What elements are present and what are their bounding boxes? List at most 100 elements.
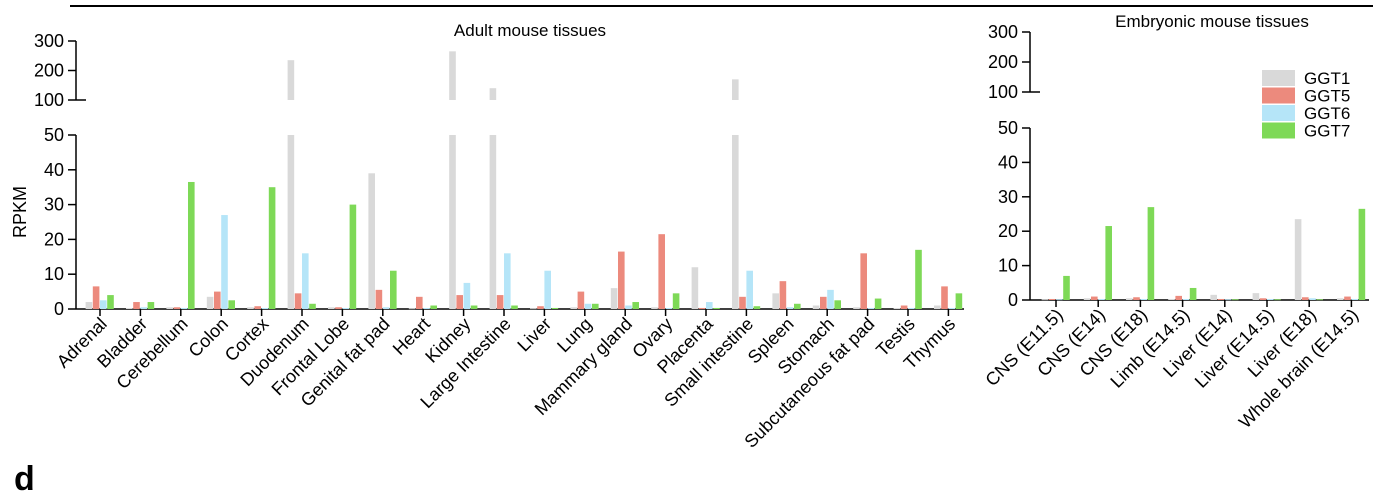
bar-ggt5 bbox=[1175, 295, 1182, 300]
bar-ggt5 bbox=[1302, 297, 1309, 300]
bar-ggt1 bbox=[651, 307, 658, 309]
y-tick-label: 0 bbox=[54, 299, 64, 319]
y-tick-label: 30 bbox=[44, 195, 64, 215]
y-tick-label: 100 bbox=[988, 82, 1018, 102]
bar-ggt5 bbox=[1133, 297, 1140, 300]
bar-ggt5 bbox=[860, 253, 867, 309]
bar-ggt6 bbox=[1098, 298, 1105, 300]
legend-label: GGT6 bbox=[1304, 104, 1350, 123]
bar-ggt1 bbox=[570, 307, 577, 309]
bar-ggt5 bbox=[900, 305, 908, 309]
bar-ggt7 bbox=[188, 181, 195, 309]
y-tick-label: 10 bbox=[44, 264, 64, 284]
bar-ggt7 bbox=[349, 204, 357, 309]
bar-ggt7 bbox=[592, 303, 599, 309]
bar-ggt6 bbox=[1182, 298, 1190, 300]
bar-ggt1 bbox=[287, 135, 295, 309]
bar-ggt5 bbox=[577, 291, 585, 309]
bar-ggt6 bbox=[948, 307, 955, 309]
bar-ggt7 bbox=[632, 302, 639, 309]
bar-ggt5 bbox=[335, 307, 342, 309]
bar-ggt1 bbox=[934, 305, 941, 309]
bar-ggt1 bbox=[1210, 294, 1217, 300]
bar-ggt1-upper bbox=[287, 60, 295, 100]
bar-ggt7 bbox=[834, 300, 841, 309]
bar-ggt1 bbox=[530, 308, 537, 310]
bar-ggt6 bbox=[1224, 299, 1232, 301]
y-tick-label: 200 bbox=[988, 52, 1018, 72]
bar-ggt5 bbox=[1259, 298, 1267, 300]
bar-ggt1 bbox=[206, 296, 214, 309]
bar-ggt5 bbox=[941, 286, 948, 309]
bar-ggt7 bbox=[147, 302, 155, 309]
bar-ggt5 bbox=[618, 251, 625, 309]
bar-ggt5 bbox=[1217, 298, 1225, 300]
bar-ggt5 bbox=[820, 296, 827, 309]
bar-ggt1 bbox=[853, 307, 860, 309]
bar-ggt1 bbox=[812, 305, 820, 309]
y-tick-label: 100 bbox=[34, 90, 64, 110]
bar-ggt6 bbox=[584, 303, 592, 309]
bar-ggt5 bbox=[416, 296, 423, 309]
bar-ggt1 bbox=[368, 173, 375, 309]
bar-ggt5 bbox=[214, 291, 221, 309]
bar-ggt1 bbox=[732, 135, 739, 309]
bar-ggt7 bbox=[1063, 275, 1070, 300]
bar-ggt1 bbox=[1252, 293, 1260, 300]
bar-ggt1 bbox=[610, 288, 618, 309]
bar-ggt7 bbox=[470, 305, 478, 309]
legend-label: GGT1 bbox=[1304, 69, 1350, 88]
y-tick-label: 10 bbox=[998, 256, 1018, 276]
y-tick-label: 20 bbox=[998, 221, 1018, 241]
x-tick-label: Liver bbox=[513, 314, 555, 356]
bar-ggt1 bbox=[126, 307, 133, 309]
bar-ggt6 bbox=[544, 270, 551, 309]
bar-ggt1 bbox=[166, 307, 173, 309]
bar-ggt5 bbox=[1344, 296, 1351, 300]
y-tick-label: 30 bbox=[998, 187, 1018, 207]
bar-ggt6 bbox=[1309, 298, 1316, 300]
bar-ggt1-upper bbox=[449, 51, 456, 100]
bar-ggt7 bbox=[713, 307, 720, 309]
bar-ggt1 bbox=[449, 135, 456, 309]
bar-ggt6 bbox=[423, 307, 430, 309]
bar-ggt7 bbox=[1358, 208, 1366, 300]
bar-ggt1 bbox=[1083, 298, 1091, 300]
bar-ggt6 bbox=[261, 307, 269, 309]
y-tick-label: 50 bbox=[998, 118, 1018, 138]
legend-swatch-ggt5 bbox=[1262, 87, 1295, 104]
bar-ggt7 bbox=[107, 295, 114, 309]
bar-ggt1 bbox=[893, 307, 901, 309]
bar-ggt1 bbox=[1041, 299, 1049, 301]
bar-ggt7 bbox=[915, 249, 922, 309]
bar-ggt5 bbox=[658, 234, 665, 309]
bar-ggt6 bbox=[100, 300, 107, 309]
bar-ggt6 bbox=[908, 307, 915, 309]
legend-label: GGT7 bbox=[1304, 122, 1350, 141]
bar-ggt5 bbox=[779, 281, 787, 309]
bar-ggt6 bbox=[625, 305, 632, 309]
bar-ggt1 bbox=[1294, 219, 1302, 300]
bar-ggt5 bbox=[375, 289, 383, 309]
bar-ggt1-upper bbox=[489, 88, 497, 100]
bar-ggt5 bbox=[173, 307, 181, 309]
bar-ggt1-upper bbox=[732, 79, 739, 100]
bar-ggt7 bbox=[955, 293, 963, 309]
bar-ggt5 bbox=[537, 306, 544, 309]
bar-ggt6 bbox=[463, 282, 471, 309]
y-tick-label: 50 bbox=[44, 125, 64, 145]
y-tick-label: 300 bbox=[34, 31, 64, 51]
y-tick-label: 20 bbox=[44, 229, 64, 249]
bar-ggt6 bbox=[867, 307, 875, 309]
bar-ggt6 bbox=[221, 215, 228, 309]
bar-ggt5 bbox=[496, 295, 504, 309]
bar-ggt1 bbox=[772, 293, 779, 309]
bar-ggt5 bbox=[739, 296, 746, 309]
bar-ggt7 bbox=[390, 270, 397, 309]
bar-ggt1 bbox=[489, 135, 497, 309]
bar-ggt7 bbox=[1147, 207, 1155, 300]
bar-ggt7 bbox=[309, 303, 316, 309]
bar-ggt5 bbox=[1048, 298, 1056, 300]
y-tick-label: 300 bbox=[988, 22, 1018, 42]
bar-ggt7 bbox=[1274, 299, 1281, 301]
